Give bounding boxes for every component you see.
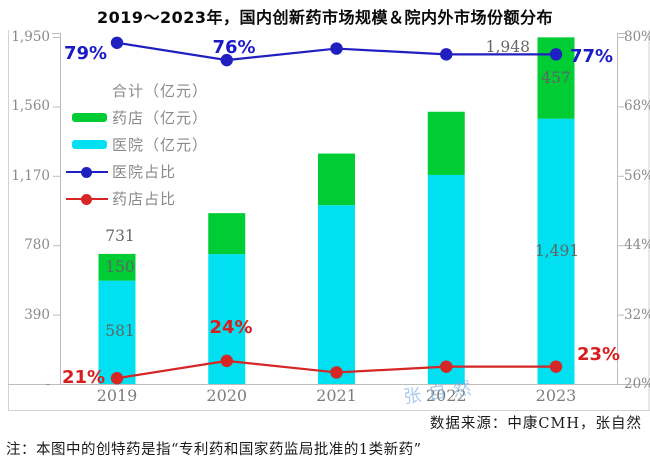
- legend-item-label: 药店（亿元）: [112, 109, 209, 127]
- legend-swatch-icon: [60, 140, 108, 149]
- y-axis-left-tick-label: 1,170: [11, 167, 50, 184]
- hospital-share-label-2019: 79%: [64, 43, 108, 64]
- y-axis-right-tick-label: 68%: [624, 98, 650, 115]
- pharmacy-share-label-2023: 23%: [577, 344, 621, 365]
- y-axis-right-tick-label: 56%: [624, 167, 650, 184]
- legend-bar-swatch: [72, 140, 107, 149]
- legend-dot: [81, 166, 92, 178]
- legend-item-label: 药店占比: [112, 190, 177, 208]
- y-axis-right-tick-label: 80%: [624, 29, 650, 45]
- bar-label-hospital-2019: 581: [105, 322, 135, 340]
- y-axis-right-tick-label: 44%: [624, 237, 650, 254]
- y-axis-right-tick-label: 32%: [624, 306, 650, 323]
- legend-bar-swatch: [72, 113, 107, 122]
- legend-swatch-icon: [60, 113, 108, 122]
- point-pharmacy-share-2019: [110, 372, 124, 385]
- legend-line-swatch: [66, 193, 108, 205]
- x-axis-category-label: 2023: [535, 386, 577, 405]
- legend-swatch-icon: [60, 166, 108, 178]
- point-pharmacy-share-2020: [220, 354, 233, 368]
- bar-segment-2021-hospital: [318, 205, 355, 384]
- point-hospital-share-2019: [110, 36, 124, 49]
- legend-item: 合计（亿元）: [60, 77, 208, 104]
- legend-item-label: 医院（亿元）: [112, 136, 209, 154]
- legend-dot: [81, 193, 92, 205]
- legend-line-swatch: [66, 166, 108, 178]
- point-hospital-share-2020: [220, 53, 233, 67]
- bar-segment-2019-hospital: [98, 280, 136, 384]
- legend-item: 医院占比: [60, 158, 208, 185]
- data-source: 数据来源：中康CMH，张自然: [429, 416, 642, 432]
- hospital-share-label-2020: 76%: [212, 37, 256, 58]
- y-axis-left-tick-label: 780: [24, 237, 50, 254]
- legend-item: 药店占比: [60, 185, 208, 212]
- legend-swatch-icon: [60, 193, 108, 205]
- y-axis-left-tick-label: 1,950: [11, 29, 50, 45]
- pharmacy-share-label-2019: 21%: [62, 367, 106, 388]
- footnote: 注：本图中的创特药是指“专利药和国家药监局批准的1类新药”: [6, 442, 422, 458]
- hospital-share-label-2023: 77%: [570, 46, 614, 67]
- bar-segment-2022-hospital: [427, 174, 465, 384]
- bar-segment-2019-pharmacy: [98, 253, 136, 281]
- legend-item: 药店（亿元）: [60, 104, 208, 131]
- point-hospital-share-2022: [440, 48, 453, 61]
- legend-item: 医院（亿元）: [60, 131, 208, 158]
- bar-segment-2020-pharmacy: [208, 213, 246, 255]
- y-axis-right-tick-label: 20%: [624, 376, 650, 392]
- bar-label-total-2019: 731: [105, 227, 135, 245]
- point-pharmacy-share-2021: [330, 366, 343, 379]
- x-axis-category-label: 2022: [425, 386, 467, 405]
- point-pharmacy-share-2023: [549, 360, 563, 373]
- y-axis-left-tick-label: 390: [24, 306, 50, 323]
- point-hospital-share-2023: [549, 48, 563, 61]
- point-hospital-share-2021: [330, 42, 343, 55]
- bar-segment-2021-pharmacy: [318, 153, 355, 206]
- bar-label-total-2023: 1,948: [485, 38, 530, 56]
- bar-label-hospital-2023: 1,491: [534, 242, 580, 260]
- pharmacy-share-label-2020: 24%: [209, 317, 253, 338]
- y-axis-left-tick-label: 1,560: [11, 98, 50, 115]
- bar-label-pharmacy-2019: 150: [105, 258, 135, 276]
- bar-label-pharmacy-2023: 457: [541, 69, 571, 87]
- chart-legend: 合计（亿元） 药店（亿元） 医院（亿元） 医院占比药店占比: [60, 77, 208, 212]
- bar-segment-2023-hospital: [537, 118, 575, 384]
- chart-title: 2019～2023年，国内创新药市场规模＆院内外市场份额分布: [96, 8, 554, 27]
- legend-item-label: 合计（亿元）: [112, 82, 209, 100]
- x-axis-category-label: 2020: [206, 386, 248, 405]
- x-axis-category-label: 2019: [96, 386, 138, 405]
- point-pharmacy-share-2022: [440, 360, 453, 373]
- x-axis-category-label: 2021: [316, 386, 357, 405]
- legend-item-label: 医院占比: [112, 163, 177, 181]
- y-axis-left-tick-label: -: [45, 376, 50, 392]
- bar-segment-2022-pharmacy: [427, 111, 465, 175]
